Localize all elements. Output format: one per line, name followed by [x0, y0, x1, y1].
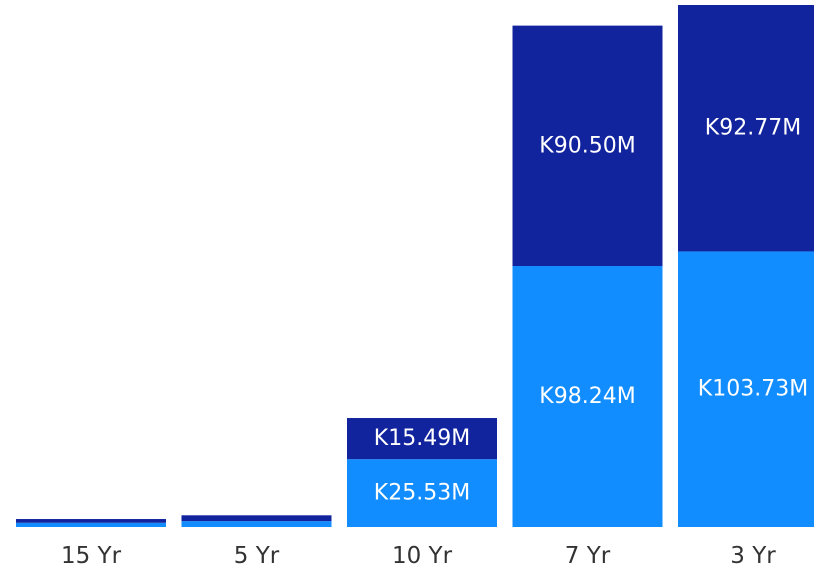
category-label-10-yr: 10 Yr [392, 543, 453, 569]
category-labels-layer: 15 Yr 5 Yr 10 Yr 7 Yr 3 Yr [61, 543, 776, 569]
data-label-10-yr-segment-2: K15.49M [374, 426, 470, 451]
bar-7-yr-segment-2[interactable] [512, 25, 663, 267]
category-label-7-yr: 7 Yr [565, 543, 611, 569]
data-labels-layer: K25.53M K15.49M K98.24M K90.50M K103.73M K92.… [374, 116, 808, 506]
bar-15-yr-segment-2[interactable] [16, 519, 166, 523]
category-label-5-yr: 5 Yr [234, 543, 280, 569]
data-label-7-yr-segment-2: K90.50M [539, 133, 635, 158]
bar-10-yr-segment-2[interactable] [347, 418, 497, 460]
category-label-3-yr: 3 Yr [730, 543, 776, 569]
bar-10-yr-segment-1[interactable] [347, 459, 497, 527]
bar-5-yr-segment-2[interactable] [181, 515, 332, 522]
data-label-10-yr-segment-1: K25.53M [374, 481, 470, 506]
bar-3-yr-segment-1[interactable] [678, 251, 814, 527]
bar-7-yr-segment-1[interactable] [512, 266, 663, 527]
bar-3-yr-segment-2[interactable] [678, 5, 814, 252]
bar-5-yr-segment-1[interactable] [181, 521, 332, 527]
bars-layer [16, 5, 814, 527]
data-label-3-yr-segment-2: K92.77M [705, 116, 801, 141]
data-label-3-yr-segment-1: K103.73M [698, 377, 808, 402]
category-label-15-yr: 15 Yr [61, 543, 122, 569]
data-label-7-yr-segment-1: K98.24M [539, 384, 635, 409]
bar-15-yr-segment-1[interactable] [16, 522, 166, 527]
